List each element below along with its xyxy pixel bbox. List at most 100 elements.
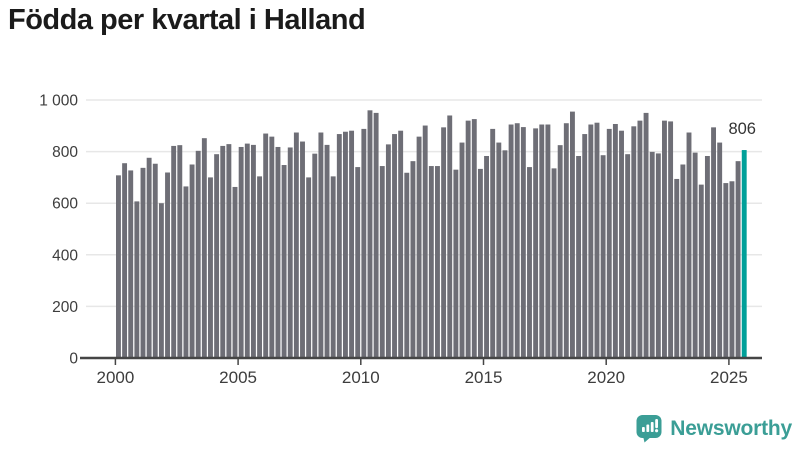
bar <box>146 157 152 358</box>
bar <box>612 123 618 359</box>
bar <box>453 169 459 358</box>
bar <box>600 155 606 358</box>
page-title: Födda per kvartal i Halland <box>8 4 366 36</box>
bar <box>557 145 563 358</box>
bar <box>582 134 588 358</box>
bar <box>343 131 348 358</box>
y-tick-label: 600 <box>52 196 78 213</box>
bar <box>349 130 355 358</box>
bar <box>385 144 391 358</box>
bar <box>729 181 735 358</box>
bar <box>674 178 680 358</box>
y-tick-label: 800 <box>52 144 78 161</box>
bar <box>152 163 158 358</box>
bar <box>533 128 539 358</box>
bar <box>698 184 704 358</box>
bar <box>490 128 496 358</box>
bar <box>576 155 582 358</box>
bar <box>263 133 269 358</box>
bar <box>416 136 422 358</box>
bar <box>300 141 305 358</box>
bar <box>588 124 594 358</box>
bar <box>428 166 434 358</box>
bar <box>269 136 275 358</box>
bar <box>441 127 447 358</box>
bar <box>637 120 643 358</box>
bar <box>643 112 649 359</box>
bar <box>477 168 483 358</box>
bar <box>508 124 514 358</box>
y-tick-label: 1 000 <box>39 93 78 110</box>
bar <box>545 124 551 358</box>
bar <box>662 120 667 358</box>
bar <box>496 142 502 358</box>
bar <box>128 170 134 358</box>
bar <box>250 144 256 358</box>
bar <box>379 166 385 358</box>
bar <box>165 172 170 358</box>
bar <box>355 167 361 358</box>
bar <box>201 138 207 358</box>
bar <box>471 119 477 358</box>
y-axis-labels: 0 200 400 600 800 1 000 <box>39 93 78 368</box>
bar <box>723 183 729 358</box>
bar <box>484 155 489 358</box>
bar <box>244 143 250 358</box>
bar <box>183 186 189 358</box>
bar <box>717 142 723 358</box>
bar <box>293 132 299 358</box>
y-tick-label: 200 <box>52 299 78 316</box>
brand-name: Newsworthy <box>670 416 792 440</box>
bar <box>171 145 177 358</box>
bar <box>189 164 195 358</box>
bar <box>367 110 373 358</box>
bar <box>459 142 465 358</box>
bar <box>208 177 213 358</box>
bar <box>275 146 281 358</box>
newsworthy-logo[interactable]: Newsworthy <box>635 414 792 443</box>
x-tick-label: 2020 <box>587 368 625 387</box>
x-axis <box>80 356 762 365</box>
bar <box>140 167 146 358</box>
bar <box>226 144 232 358</box>
x-tick-label: 2025 <box>710 368 748 387</box>
bar <box>649 151 655 358</box>
x-tick-label: 2005 <box>219 368 257 387</box>
newsworthy-bubble-icon <box>636 415 662 443</box>
bar <box>631 126 637 358</box>
bar <box>214 154 220 358</box>
bar <box>373 112 379 359</box>
bar <box>122 163 128 358</box>
bar <box>435 166 440 358</box>
bar <box>306 177 312 358</box>
bar <box>324 144 330 358</box>
bar <box>539 124 545 358</box>
highlighted-bar <box>741 150 747 358</box>
bar <box>520 127 526 358</box>
bar <box>238 146 244 358</box>
bar <box>527 167 532 358</box>
bar <box>318 132 324 358</box>
bar <box>404 172 410 358</box>
x-tick-label: 2000 <box>96 368 134 387</box>
bar <box>704 155 710 358</box>
bar <box>551 168 557 358</box>
bar <box>711 127 716 358</box>
bar <box>735 161 741 358</box>
bar <box>692 152 698 358</box>
bar <box>287 147 293 358</box>
bar <box>619 130 624 358</box>
bar <box>569 111 575 358</box>
bar <box>392 134 397 358</box>
x-axis-labels: 2000 2005 2010 2015 2020 2025 <box>96 368 747 387</box>
bar <box>465 120 471 358</box>
bar <box>563 123 569 358</box>
bar <box>594 122 600 358</box>
bar <box>232 186 238 358</box>
x-tick-label: 2010 <box>342 368 380 387</box>
bar <box>281 165 287 358</box>
bar <box>336 134 342 358</box>
y-tick-label: 0 <box>69 351 78 368</box>
